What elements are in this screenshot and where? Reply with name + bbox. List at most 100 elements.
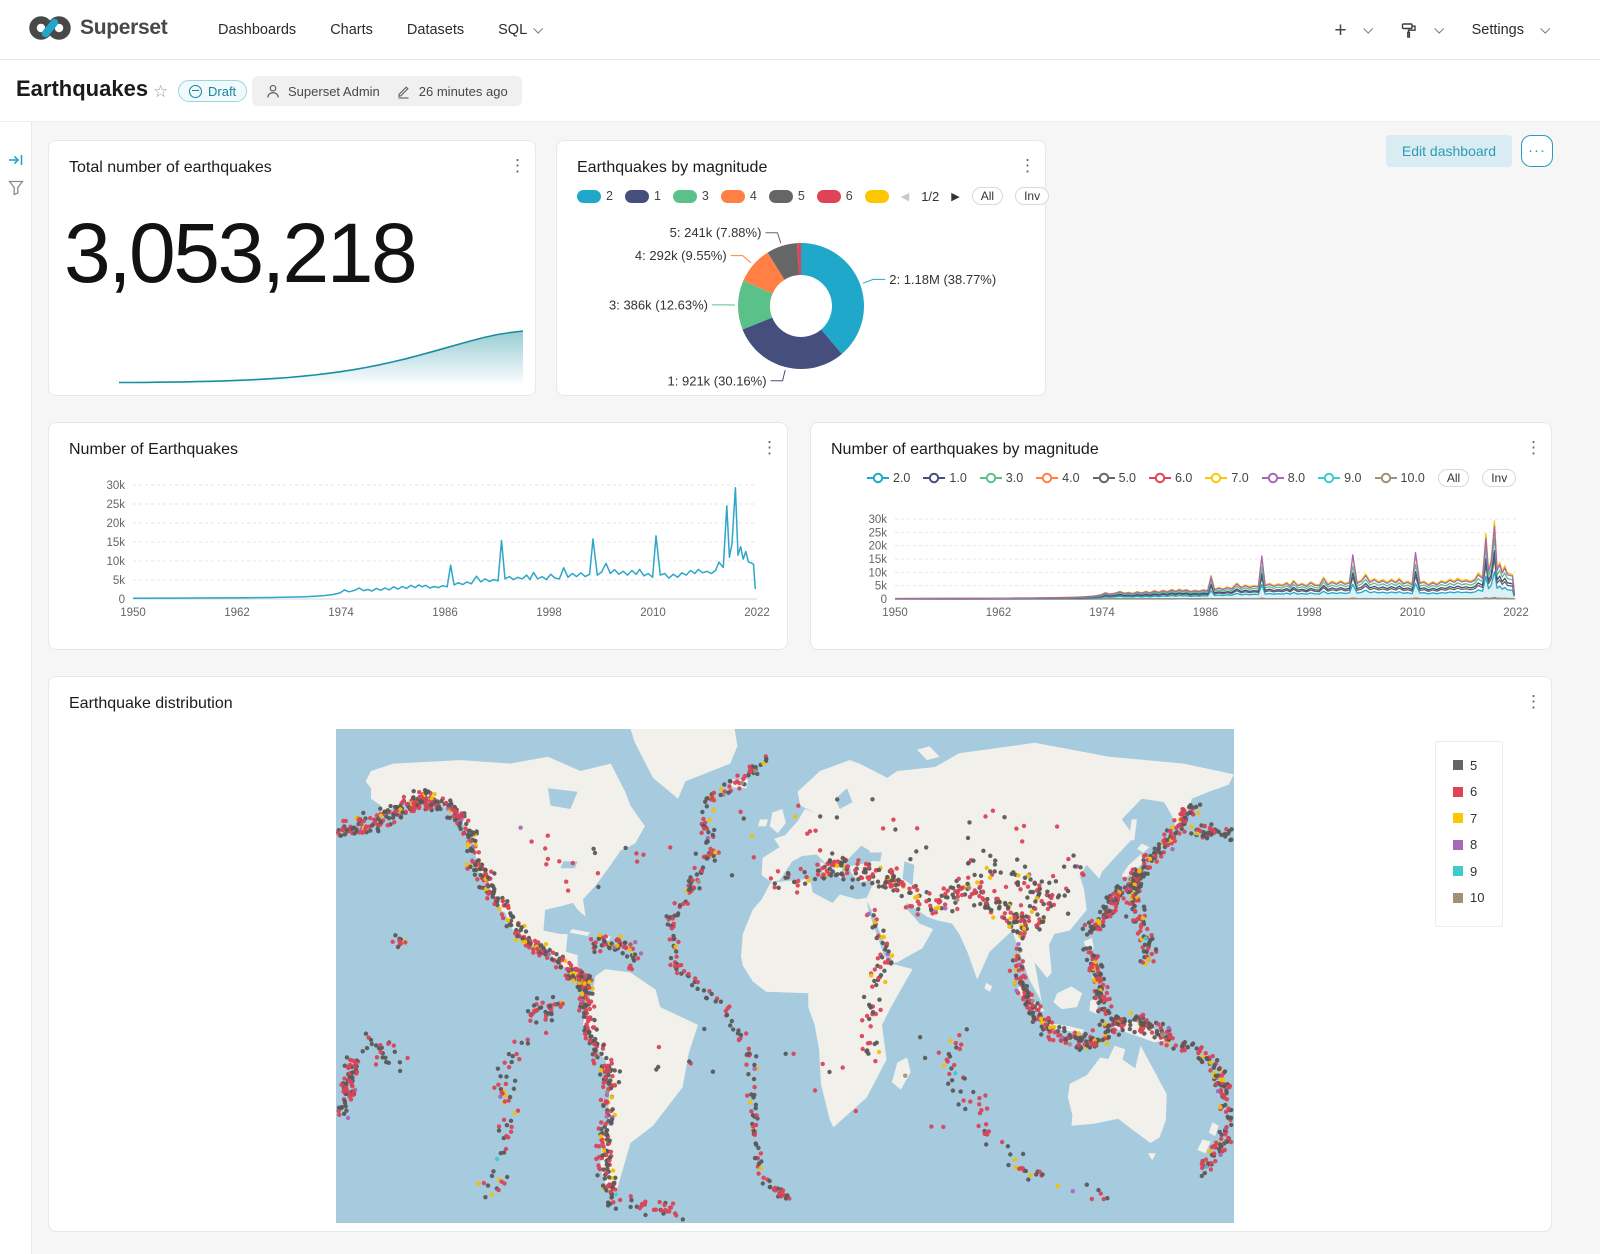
edit-dashboard-button[interactable]: Edit dashboard xyxy=(1386,135,1512,167)
legend-swatch xyxy=(768,189,793,203)
legend-item[interactable]: 6 xyxy=(816,189,853,203)
legend-item[interactable]: 5 xyxy=(768,189,805,203)
legend-item[interactable]: 2 xyxy=(577,189,613,203)
svg-text:0: 0 xyxy=(881,594,887,606)
map-legend-item[interactable]: 9 xyxy=(1436,858,1502,885)
legend-prev-icon[interactable]: ◀ xyxy=(900,190,910,203)
theme-roller-icon[interactable] xyxy=(1401,22,1418,39)
chart-kebab-menu[interactable]: ⋮ xyxy=(1519,691,1542,713)
svg-text:15k: 15k xyxy=(868,554,887,566)
legend-item[interactable]: 3.0 xyxy=(979,471,1023,485)
chart-title: Total number of earthquakes xyxy=(69,159,272,176)
sparkline-chart xyxy=(119,330,523,384)
svg-text:1950: 1950 xyxy=(882,607,908,619)
nav-item-sql[interactable]: SQL xyxy=(498,22,544,38)
legend-item[interactable]: 1.0 xyxy=(923,471,967,485)
more-options-button[interactable]: ··· xyxy=(1521,135,1553,167)
chevron-down-icon xyxy=(1540,23,1551,34)
svg-text:10k: 10k xyxy=(106,556,125,568)
svg-text:5k: 5k xyxy=(113,575,125,587)
top-nav: Superset Dashboards Charts Datasets SQL … xyxy=(0,0,1600,60)
legend-next-icon[interactable]: ▶ xyxy=(951,190,960,203)
legend-swatch xyxy=(720,189,745,203)
svg-text:25k: 25k xyxy=(106,499,125,511)
chevron-down-icon[interactable] xyxy=(1362,23,1373,34)
nav-item-dashboards[interactable]: Dashboards xyxy=(218,22,297,38)
svg-text:30k: 30k xyxy=(868,514,887,526)
superset-logo[interactable]: Superset xyxy=(28,13,168,43)
legend-all-button[interactable]: All xyxy=(1437,469,1470,487)
legend-marker-icon xyxy=(1374,472,1397,484)
new-item-button[interactable]: + xyxy=(1334,18,1347,42)
legend-item[interactable]: 8.0 xyxy=(1261,471,1305,485)
chart-kebab-menu[interactable]: ⋮ xyxy=(503,155,526,177)
expand-filter-bar-icon[interactable] xyxy=(8,152,24,168)
legend-marker-icon xyxy=(1148,472,1171,484)
legend-item[interactable]: 7.0 xyxy=(1205,471,1249,485)
map-legend-item[interactable]: 7 xyxy=(1436,805,1502,832)
legend-item[interactable]: 9.0 xyxy=(1318,471,1362,485)
svg-text:0: 0 xyxy=(119,594,125,606)
map-legend-item[interactable]: 8 xyxy=(1436,832,1502,859)
legend-item[interactable]: 4 xyxy=(720,189,757,203)
filter-funnel-icon[interactable] xyxy=(8,180,24,196)
chart-card-number-of-earthquakes: Number of Earthquakes ⋮ 0 5k 10k 15k 20k 25k 3… xyxy=(48,422,788,650)
legend-marker-icon xyxy=(1036,472,1059,484)
map-legend-item[interactable]: 10 xyxy=(1436,885,1502,912)
map-legend-item[interactable]: 5 xyxy=(1436,752,1502,779)
legend-swatch xyxy=(864,189,889,203)
svg-text:1962: 1962 xyxy=(224,607,250,619)
map-legend-item[interactable]: 6 xyxy=(1436,779,1502,806)
legend-item[interactable] xyxy=(864,189,889,203)
svg-text:1950: 1950 xyxy=(120,607,146,619)
legend-item[interactable]: 5.0 xyxy=(1092,471,1136,485)
nav-item-datasets[interactable]: Datasets xyxy=(406,22,465,38)
legend-item[interactable]: 2.0 xyxy=(867,471,910,485)
legend-marker-icon xyxy=(1261,472,1284,484)
svg-text:2010: 2010 xyxy=(1400,607,1426,619)
svg-text:25k: 25k xyxy=(868,527,887,539)
chevron-down-icon[interactable] xyxy=(1433,23,1444,34)
legend-swatch xyxy=(577,189,601,203)
svg-text:1998: 1998 xyxy=(1296,607,1322,619)
legend-swatch xyxy=(1453,813,1463,824)
legend-item[interactable]: 10.0 xyxy=(1374,471,1425,485)
legend-item[interactable]: 6.0 xyxy=(1148,471,1192,485)
legend-swatch xyxy=(672,189,697,203)
svg-text:2: 1.18M (38.77%): 2: 1.18M (38.77%) xyxy=(889,272,996,287)
svg-text:30k: 30k xyxy=(106,480,125,492)
legend-inv-button[interactable]: Inv xyxy=(1015,187,1050,205)
legend-item[interactable]: 4.0 xyxy=(1036,471,1080,485)
svg-text:1962: 1962 xyxy=(986,607,1012,619)
svg-text:1998: 1998 xyxy=(536,607,562,619)
nav-menu: Dashboards Charts Datasets SQL xyxy=(218,0,544,60)
legend-item[interactable]: 3 xyxy=(672,189,709,203)
edit-pencil-icon xyxy=(396,84,411,99)
nav-item-charts[interactable]: Charts xyxy=(330,22,373,38)
svg-text:2022: 2022 xyxy=(1503,607,1529,619)
settings-menu[interactable]: Settings xyxy=(1471,22,1524,38)
legend-item[interactable]: 1 xyxy=(624,189,661,203)
dashboard-header: Earthquakes ☆ Draft Superset Admin 26 mi… xyxy=(0,60,1600,167)
legend-marker-icon xyxy=(1205,472,1228,484)
legend-swatch xyxy=(1453,760,1463,771)
svg-text:15k: 15k xyxy=(106,537,125,549)
legend-marker-icon xyxy=(923,472,946,484)
last-modified[interactable]: 26 minutes ago xyxy=(418,83,508,99)
dashboard-meta: Superset Admin 26 minutes ago xyxy=(252,76,522,106)
legend-swatch xyxy=(816,189,841,203)
big-number-value: 3,053,218 xyxy=(64,206,418,300)
status-badge[interactable]: Draft xyxy=(178,80,248,102)
owner-name[interactable]: Superset Admin xyxy=(288,83,380,99)
chart-kebab-menu[interactable]: ⋮ xyxy=(1013,155,1036,177)
chart-card-earthquakes-by-magnitude: Earthquakes by magnitude ⋮ 2 1 3 4 5 6 ◀ 1/2 ▶ Al… xyxy=(556,140,1050,396)
favorite-star-icon[interactable]: ☆ xyxy=(153,82,169,101)
svg-text:1974: 1974 xyxy=(328,607,354,619)
donut-chart: 2: 1.18M (38.77%) 1: 921k (30.16%) 3: 386k… xyxy=(609,225,996,388)
chart-kebab-menu[interactable]: ⋮ xyxy=(1519,437,1542,459)
chart-kebab-menu[interactable]: ⋮ xyxy=(755,437,778,459)
legend-all-button[interactable]: All xyxy=(971,187,1004,205)
world-map-scatter[interactable] xyxy=(336,729,1234,1223)
legend-marker-icon xyxy=(867,472,889,484)
legend-inv-button[interactable]: Inv xyxy=(1482,469,1517,487)
